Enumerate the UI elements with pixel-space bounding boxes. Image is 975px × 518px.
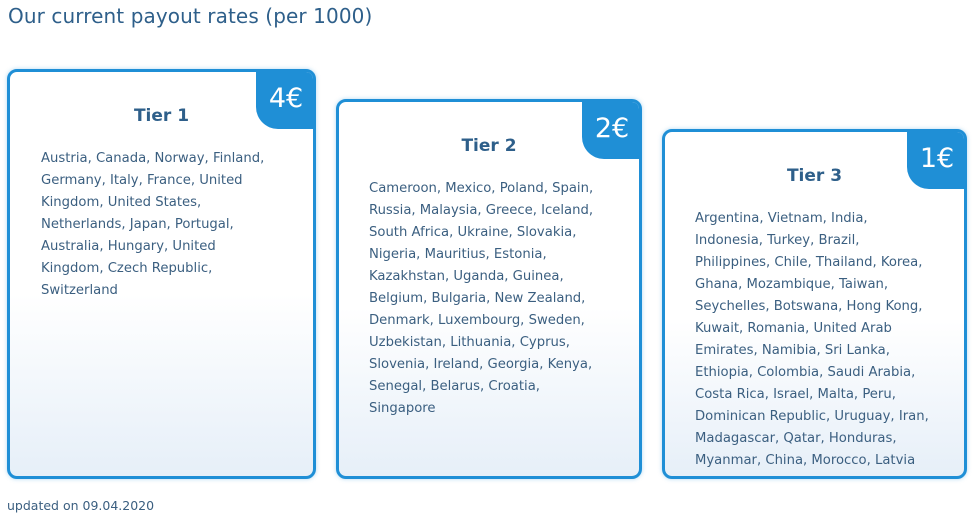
rate-badge: 2€ bbox=[582, 102, 639, 159]
updated-date-note: updated on 09.04.2020 bbox=[7, 498, 155, 513]
tier-title: Tier 1 bbox=[133, 106, 190, 126]
tier-card-2: 2€ Tier 2 Cameroon, Mexico, Poland, Spai… bbox=[336, 99, 642, 479]
tier-card-3: 1€ Tier 3 Argentina, Vietnam, India, Ind… bbox=[662, 129, 967, 479]
country-list: Argentina, Vietnam, India, Indonesia, Tu… bbox=[695, 211, 929, 468]
country-list: Austria, Canada, Norway, Finland, German… bbox=[41, 151, 265, 298]
country-list: Cameroon, Mexico, Poland, Spain, Russia,… bbox=[369, 181, 594, 416]
rate-badge: 1€ bbox=[907, 132, 964, 189]
tier-card-1: 4€ Tier 1 Austria, Canada, Norway, Finla… bbox=[7, 69, 316, 479]
rate-badge: 4€ bbox=[256, 72, 313, 129]
tier-title: Tier 3 bbox=[786, 166, 843, 186]
tier-title: Tier 2 bbox=[461, 136, 517, 156]
page-title: Our current payout rates (per 1000) bbox=[8, 4, 373, 28]
